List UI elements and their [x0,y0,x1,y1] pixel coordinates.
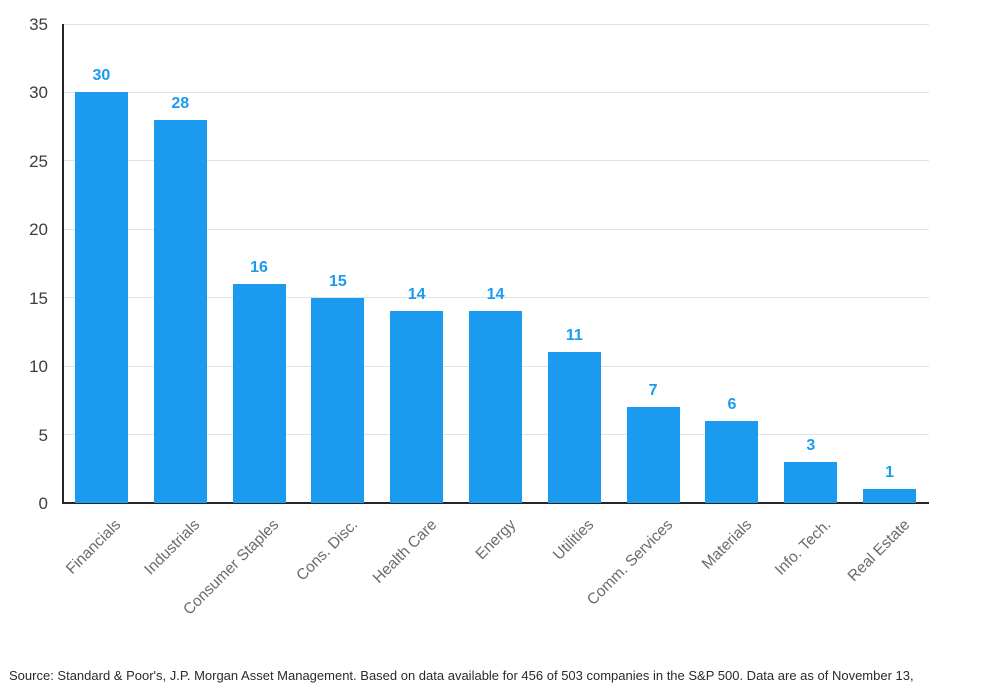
x-axis-label: Industrials [141,516,204,579]
gridline [62,23,929,25]
x-axis-line [62,502,929,504]
source-note: Source: Standard & Poor's, J.P. Morgan A… [9,668,914,683]
gridline [62,160,929,162]
bar [153,119,207,503]
x-axis-label: Health Care [369,516,440,587]
x-axis-label: Materials [698,516,756,573]
x-axis-label: Energy [472,516,519,564]
bar-value-label: 30 [92,67,111,85]
x-axis-label: Comm. Services [584,516,677,609]
x-axis-label: Info. Tech. [771,516,835,579]
bar [547,352,601,503]
bar-value-label: 7 [648,382,658,400]
bar [626,407,680,503]
x-axis-label: Utilities [550,516,598,564]
bar-value-label: 1 [885,464,895,482]
bar-value-label: 15 [328,272,347,290]
bar-value-label: 28 [171,94,190,112]
bar-value-label: 6 [727,395,737,413]
y-axis-tick-label: 25 [29,151,48,171]
bar-value-label: 16 [250,259,268,277]
y-axis-tick-label: 30 [29,83,48,103]
bar [232,284,286,503]
bar [311,297,365,503]
bar-value-label: 14 [407,286,426,304]
y-axis-tick-label: 20 [29,220,48,240]
y-axis-tick-label: 15 [29,288,48,308]
bar [863,489,917,503]
x-axis-label: Cons. Disc. [293,516,362,585]
gridline [62,228,929,230]
x-axis-label: Real Estate [844,516,913,585]
y-axis-tick-label: 10 [29,357,48,377]
bar [74,92,128,503]
gridline [62,91,929,93]
x-axis-label: Consumer Staples [180,516,283,619]
y-axis-line [62,24,64,503]
bar [390,311,444,503]
bar [784,461,838,503]
y-axis-tick-label: 5 [38,425,48,445]
bar-value-label: 11 [565,327,583,345]
bar [705,420,759,503]
y-axis-tick-label: 35 [29,15,48,34]
bar-value-label: 14 [486,286,505,304]
bar-value-label: 3 [806,436,816,454]
gridline [62,297,929,299]
bar [469,311,522,503]
y-axis-tick-label: 0 [38,494,48,513]
